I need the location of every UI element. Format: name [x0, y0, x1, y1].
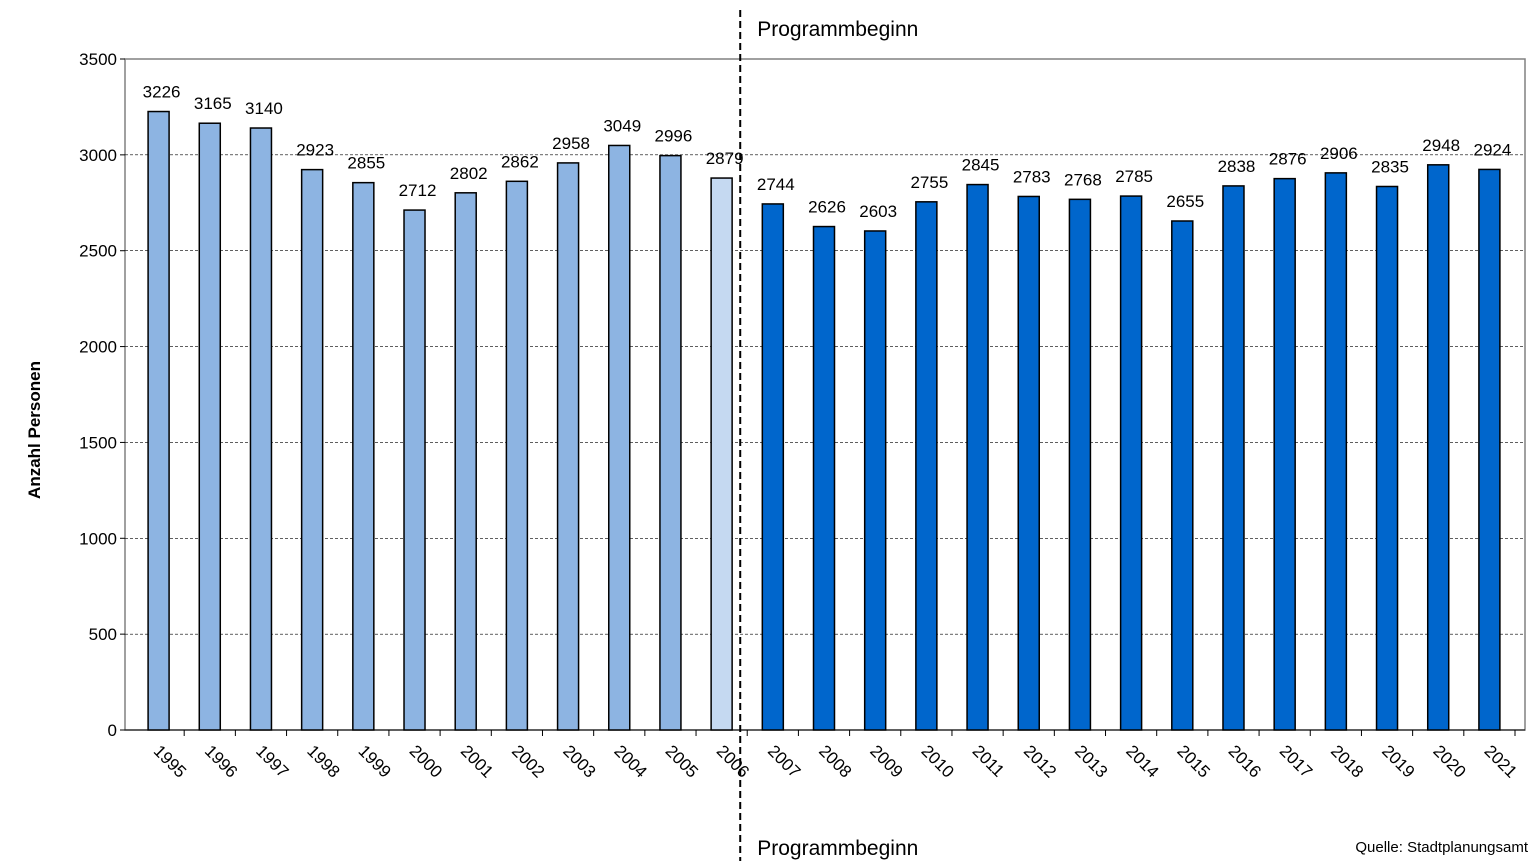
- x-tick-label: 2000: [406, 741, 446, 781]
- value-label: 2958: [552, 134, 590, 153]
- y-tick-label: 500: [89, 625, 117, 644]
- value-label: 2835: [1371, 157, 1409, 176]
- value-label: 2603: [859, 202, 897, 221]
- x-tick-label: 2021: [1481, 741, 1521, 781]
- value-label: 2948: [1422, 136, 1460, 155]
- bar: [1273, 177, 1296, 731]
- value-label: 2655: [1166, 192, 1204, 211]
- x-tick-label: 2018: [1327, 741, 1367, 781]
- value-label: 2845: [962, 156, 1000, 175]
- value-label: 2626: [808, 198, 846, 217]
- bar: [915, 201, 938, 731]
- source: Quelle: Stadtplanungsamt: [1355, 839, 1528, 856]
- x-tick-label: 2008: [815, 741, 855, 781]
- x-tick-label: 2001: [457, 741, 497, 781]
- bar: [1478, 168, 1501, 731]
- x-tick-label: 2007: [764, 741, 804, 781]
- bar: [659, 154, 682, 731]
- x-tick-label: 2013: [1071, 741, 1111, 781]
- bar: [761, 203, 785, 731]
- value-label: 2996: [655, 127, 693, 146]
- value-label: 2879: [706, 149, 744, 168]
- value-label: 3140: [245, 99, 283, 118]
- value-label: 2838: [1218, 157, 1256, 176]
- x-tick-label: 2005: [662, 741, 702, 781]
- value-label: 2712: [399, 181, 437, 200]
- bar: [1375, 185, 1399, 731]
- x-tick-label: 2010: [918, 741, 958, 781]
- x-tick-label: 2019: [1378, 741, 1418, 781]
- bar: [147, 110, 170, 731]
- bar: [1119, 195, 1143, 731]
- x-tick-label: 1996: [201, 741, 241, 781]
- value-label: 2876: [1269, 150, 1307, 169]
- bar: [352, 181, 375, 731]
- value-label: 3049: [603, 116, 641, 135]
- x-tick-label: 1997: [252, 741, 292, 781]
- bar: [300, 168, 324, 731]
- value-label: 2755: [910, 173, 948, 192]
- y-tick-label: 1000: [79, 529, 117, 548]
- x-tick-label: 2016: [1225, 741, 1265, 781]
- x-tick-label: 2020: [1429, 741, 1469, 781]
- bar: [812, 225, 836, 731]
- x-tick-label: 2017: [1276, 741, 1316, 781]
- bar: [1222, 185, 1245, 731]
- y-tick-label: 1500: [79, 433, 117, 452]
- value-label: 2923: [296, 141, 334, 160]
- y-tick-label: 0: [108, 721, 117, 740]
- bar: [1324, 172, 1348, 731]
- x-tick-label: 2009: [866, 741, 906, 781]
- bar: [1426, 164, 1450, 731]
- annotation: Programmbeginn: [757, 18, 918, 41]
- value-label: 2862: [501, 152, 539, 171]
- y-axis-label: Anzahl Personen: [25, 361, 44, 499]
- x-tick-label: 2015: [1173, 741, 1213, 781]
- x-tick-label: 1999: [355, 741, 395, 781]
- x-tick-label: 1998: [303, 741, 343, 781]
- x-tick-label: 2011: [969, 741, 1008, 780]
- y-tick-label: 3000: [79, 146, 117, 165]
- bar: [608, 144, 631, 731]
- bar: [403, 209, 426, 731]
- x-tick-label: 2004: [610, 741, 650, 781]
- bar: [249, 127, 273, 731]
- value-label: 2783: [1013, 167, 1051, 186]
- y-tick-label: 2500: [79, 242, 117, 261]
- bar: [710, 177, 733, 731]
- y-tick-label: 2000: [79, 338, 117, 357]
- value-label: 3226: [143, 83, 181, 102]
- value-label: 3165: [194, 94, 232, 113]
- bar: [556, 162, 580, 731]
- bar: [863, 230, 887, 731]
- bar: [454, 192, 477, 731]
- bar: [1068, 198, 1092, 731]
- x-tick-label: 2012: [1020, 741, 1060, 781]
- value-label: 2802: [450, 164, 488, 183]
- value-label: 2785: [1115, 167, 1153, 186]
- value-label: 2744: [757, 175, 795, 194]
- value-label: 2906: [1320, 144, 1358, 163]
- value-label: 2924: [1473, 140, 1511, 159]
- bar: [966, 183, 989, 731]
- x-tick-label: 2014: [1122, 741, 1162, 781]
- bar: [198, 122, 222, 731]
- value-label: 2768: [1064, 170, 1102, 189]
- annotation: Programmbeginn: [757, 837, 918, 860]
- x-tick-label: 2003: [559, 741, 599, 781]
- bar: [1017, 195, 1040, 731]
- x-tick-label: 2006: [713, 741, 753, 781]
- value-label: 2855: [347, 154, 385, 173]
- x-tick-label: 1995: [150, 741, 190, 781]
- y-tick-label: 3500: [79, 50, 117, 69]
- bar: [505, 180, 529, 731]
- x-tick-label: 2002: [508, 741, 548, 781]
- bar: [1171, 220, 1194, 731]
